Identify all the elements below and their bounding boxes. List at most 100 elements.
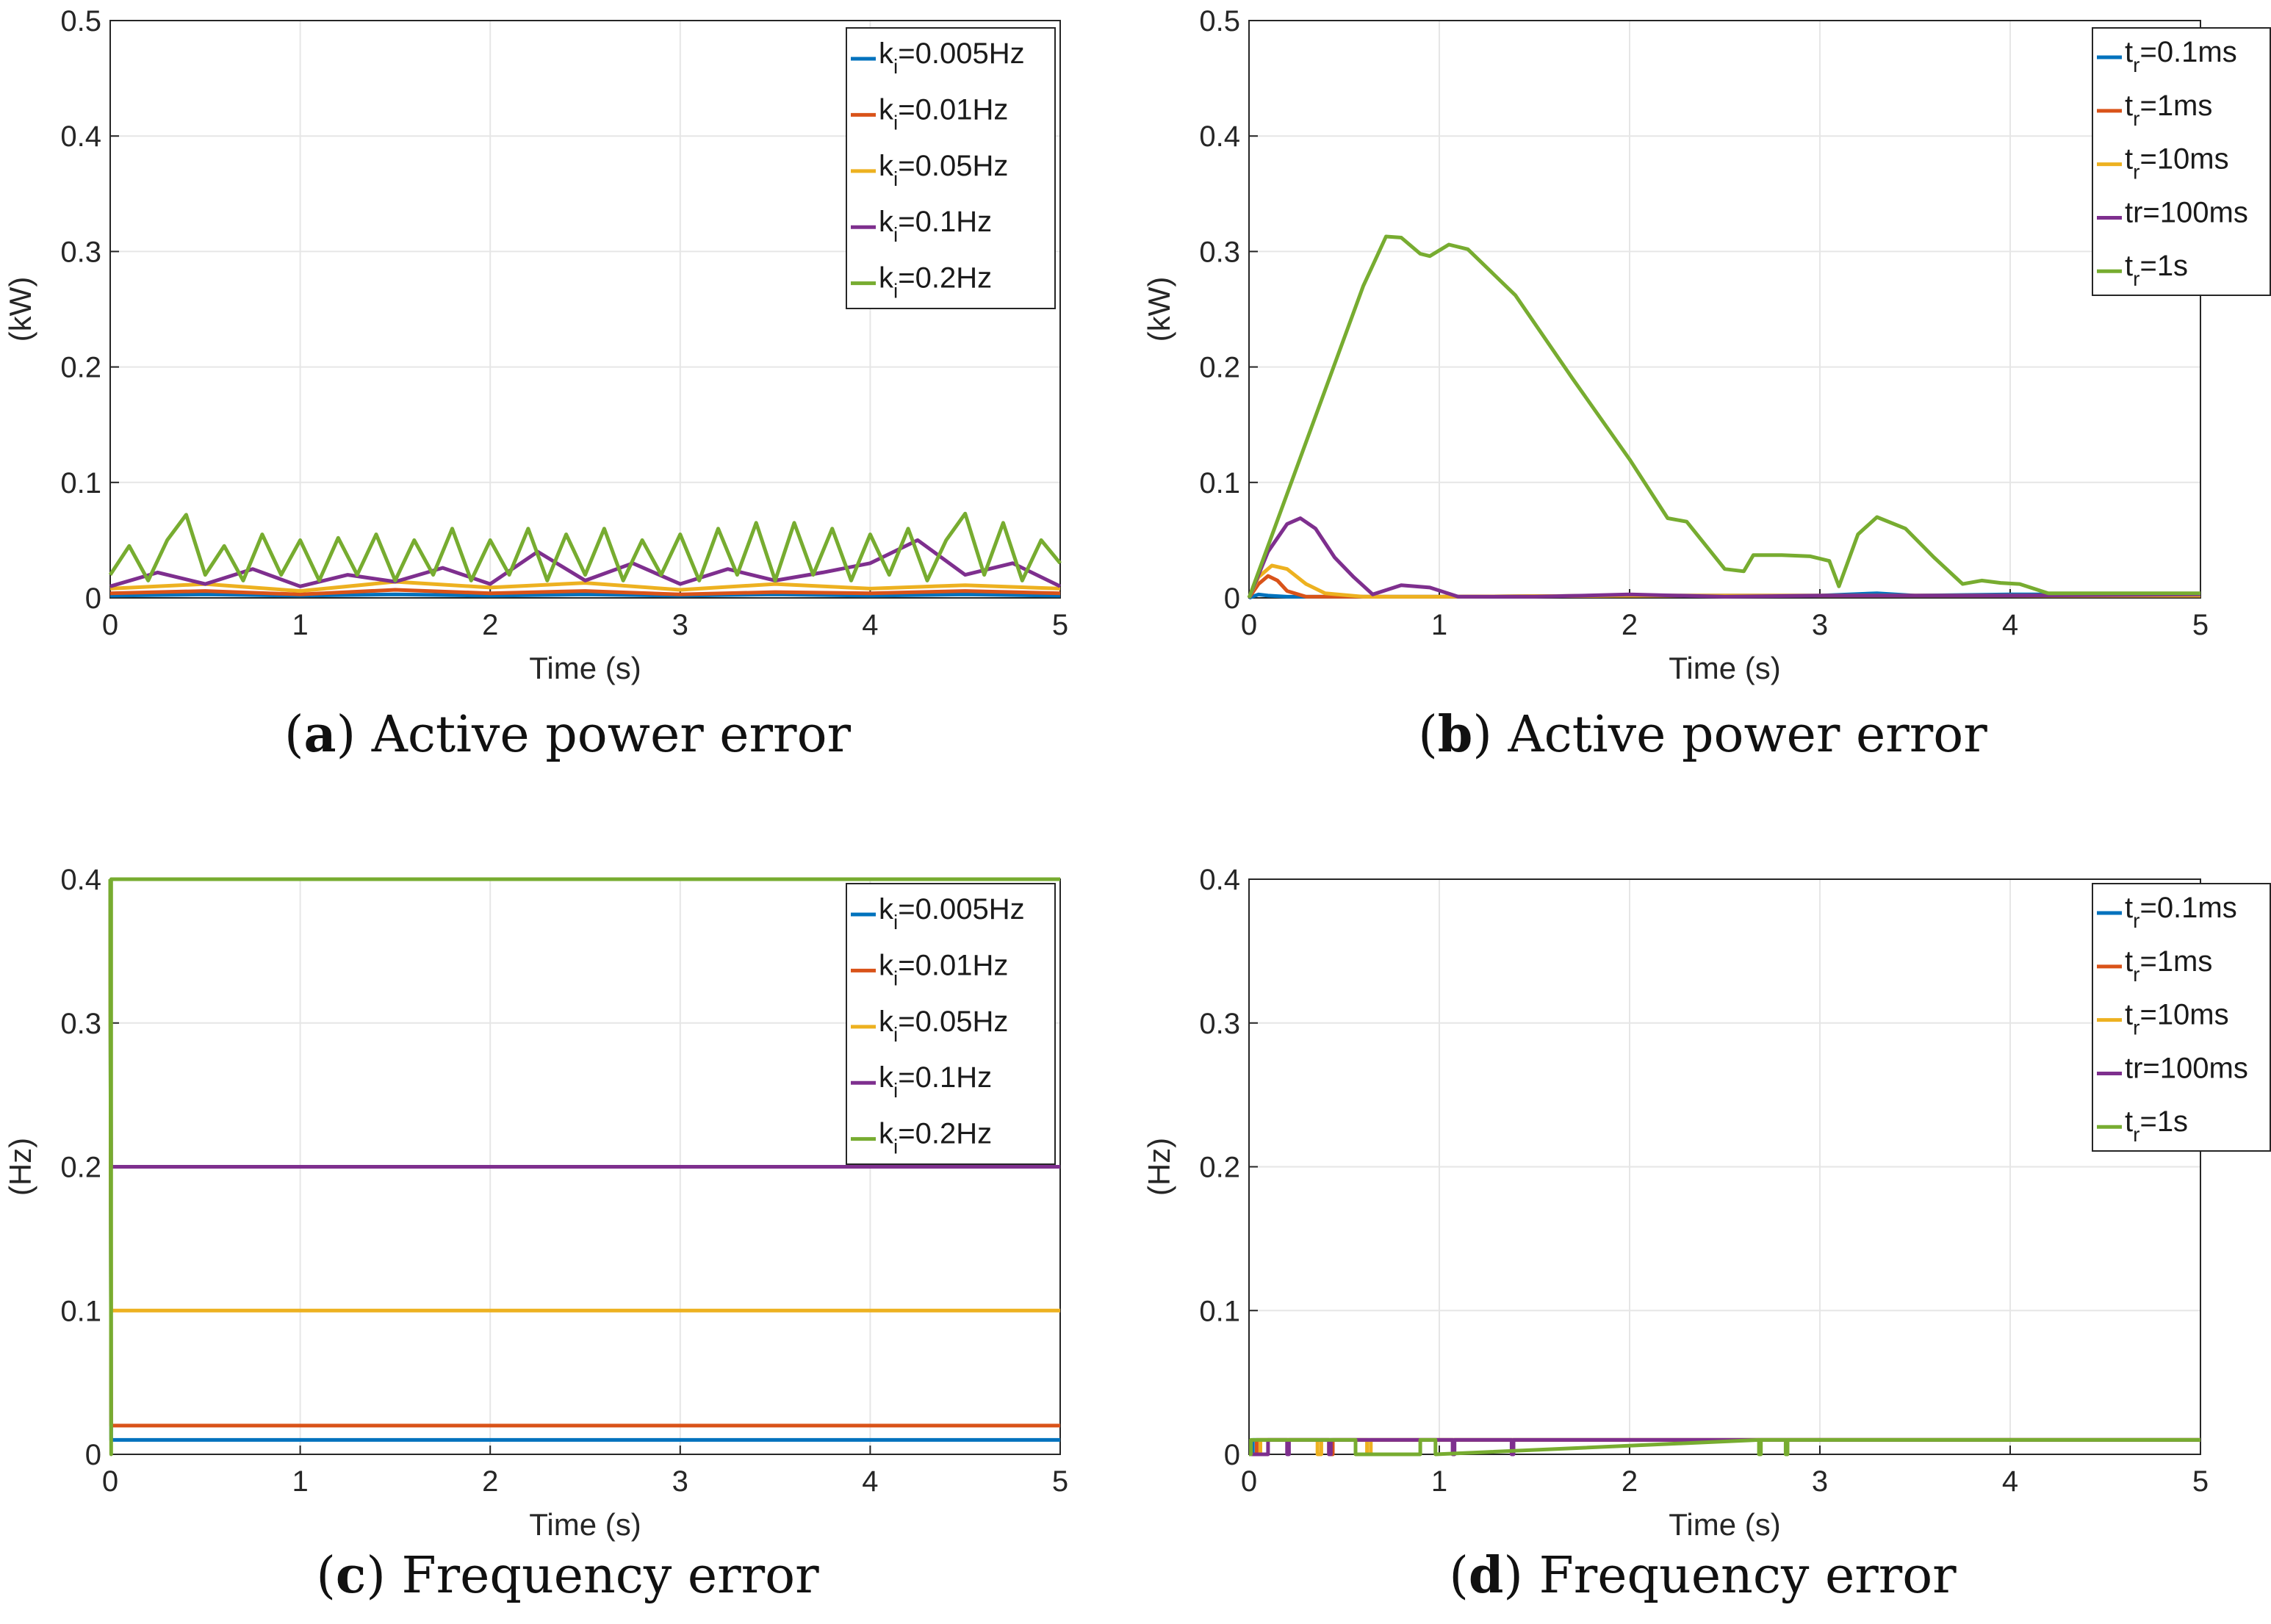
chart-a-x-tick-label: 2 <box>482 609 498 641</box>
chart-c-y-tick-label: 0.2 <box>60 1152 101 1184</box>
chart-b-x-axis-label: Time (s) <box>1669 651 1780 685</box>
chart-d-svg: 0 1 2 3 4 5 0 0.1 0.2 0.3 0.4 Time (s) (Hz) tr=0.1ms t… <box>1142 864 2271 1542</box>
chart-d-legend-entry-1: tr=0.1ms <box>2125 892 2237 932</box>
chart-b-y-tick-label: 0.3 <box>1199 236 1240 268</box>
chart-a-series-line-2 <box>109 588 1061 596</box>
chart-a-x-tick-label: 1 <box>292 609 308 641</box>
chart-a-y-tick-label: 0.1 <box>60 467 101 499</box>
chart-b-axes-box <box>1248 20 2201 599</box>
chart-a-legend-entry-5: ki=0.2Hz <box>879 262 992 303</box>
chart-d-x-axis-label: Time (s) <box>1669 1507 1780 1542</box>
chart-d-y-tick-label: 0 <box>1224 1439 1240 1471</box>
chart-a-y-tick-label: 0.2 <box>60 352 101 384</box>
chart-d-x-tick-label: 4 <box>2002 1465 2018 1498</box>
chart-a-legend-box <box>846 27 1056 309</box>
chart-b-y-tick-label: 0.4 <box>1199 120 1240 153</box>
chart-c-legend-entry-5: ki=0.2Hz <box>879 1118 992 1158</box>
chart-d-legend-entry-5: tr=1s <box>2125 1105 2188 1146</box>
chart-a-legend-entry-4: ki=0.1Hz <box>879 206 992 246</box>
chart-d-x-tick-label: 5 <box>2192 1465 2209 1498</box>
chart-d-y-axis-label: (Hz) <box>1142 1138 1176 1196</box>
chart-b-series-line-4 <box>1247 516 2201 599</box>
chart-b-y-tick-label: 0.5 <box>1199 5 1240 37</box>
caption-a-text: Active power error <box>371 706 852 764</box>
panel-a: 0 1 2 3 4 5 0 0.1 0.2 0.3 0.4 0.5 Time (s) (kW) ki=0.0… <box>0 0 1135 812</box>
chart-d-y-tick-label: 0.2 <box>1199 1152 1240 1184</box>
chart-b-legend-box <box>2092 27 2271 296</box>
chart-a-series-line-1 <box>109 592 1061 598</box>
chart-b-x-tick-label: 5 <box>2192 609 2209 641</box>
chart-c-legend-entry-3: ki=0.05Hz <box>879 1006 1008 1046</box>
caption-c-text: Frequency error <box>401 1547 819 1605</box>
chart-a-legend-entry-1: ki=0.005Hz <box>879 37 1025 78</box>
chart-c-x-tick-label: 5 <box>1052 1465 1068 1498</box>
chart-a-x-tick-label: 0 <box>102 609 118 641</box>
chart-c-y-axis-label: (Hz) <box>3 1138 37 1196</box>
chart-b-x-tick-label: 4 <box>2002 609 2018 641</box>
caption-d-letter: d <box>1468 1546 1504 1605</box>
chart-b-legend-entry-1: tr=0.1ms <box>2125 36 2237 76</box>
chart-c-y-tick-label: 0.1 <box>60 1295 101 1327</box>
chart-b-series-line-5 <box>1247 234 2200 599</box>
chart-a-y-tick-label: 0.4 <box>60 120 101 153</box>
caption-c: (c) Frequency error <box>316 1546 819 1605</box>
chart-c-svg: 0 1 2 3 4 5 0 0.1 0.2 0.3 0.4 Time (s) (Hz) ki=0.005H… <box>3 864 1068 1542</box>
chart-c-series-line-5 <box>108 877 1060 1457</box>
chart-a-y-tick-label: 0 <box>85 582 101 615</box>
caption-b: (b) Active power error <box>1418 705 1987 764</box>
chart-c-x-axis-label: Time (s) <box>529 1507 641 1542</box>
chart-c-y-tick-label: 0.4 <box>60 864 101 896</box>
panel-d: 0 1 2 3 4 5 0 0.1 0.2 0.3 0.4 Time (s) (Hz) tr=0.1ms t… <box>1135 812 2271 1623</box>
chart-d-series-line-5 <box>1249 1437 2200 1457</box>
chart-d-x-tick-label: 1 <box>1431 1465 1447 1498</box>
chart-a-y-tick-label: 0.5 <box>60 5 101 37</box>
chart-a-x-tick-label: 4 <box>862 609 878 641</box>
chart-b-y-tick-label: 0.2 <box>1199 352 1240 384</box>
chart-b-y-axis-label: (kW) <box>1142 277 1176 342</box>
chart-b-x-tick-label: 2 <box>1622 609 1638 641</box>
chart-b-y-tick-label: 0.1 <box>1199 467 1240 499</box>
chart-c-x-tick-label: 0 <box>102 1465 118 1498</box>
chart-d-legend-entry-2: tr=1ms <box>2125 945 2212 986</box>
chart-c-y-tick-label: 0.3 <box>60 1008 101 1040</box>
chart-b-x-tick-label: 3 <box>1812 609 1828 641</box>
chart-a-series-line-3 <box>109 580 1061 593</box>
chart-a-legend-entry-3: ki=0.05Hz <box>879 150 1008 190</box>
chart-d-x-tick-label: 0 <box>1241 1465 1257 1498</box>
chart-b-x-tick-label: 0 <box>1241 609 1257 641</box>
chart-d-x-tick-label: 3 <box>1812 1465 1828 1498</box>
chart-d-y-tick-label: 0.3 <box>1199 1008 1240 1040</box>
chart-a-svg: 0 1 2 3 4 5 0 0.1 0.2 0.3 0.4 0.5 Time (s) (kW) ki=0.0… <box>3 5 1068 685</box>
chart-a-series-line-4 <box>109 538 1062 588</box>
caption-d: (d) Frequency error <box>1449 1546 1957 1605</box>
chart-b-svg: 0 1 2 3 4 5 0 0.1 0.2 0.3 0.4 0.5 Time (s) (kW) tr=0.1… <box>1142 5 2271 685</box>
panel-c: 0 1 2 3 4 5 0 0.1 0.2 0.3 0.4 Time (s) (Hz) ki=0.005H… <box>0 812 1135 1623</box>
chart-a-y-tick-label: 0.3 <box>60 236 101 268</box>
chart-a-x-axis-label: Time (s) <box>529 651 641 685</box>
chart-a-series-line-5 <box>108 511 1062 582</box>
chart-a-axes-box <box>109 20 1061 599</box>
chart-c-legend-box <box>846 883 1056 1165</box>
chart-b-legend-entry-5: tr=1s <box>2125 250 2188 290</box>
chart-a-y-axis-label: (kW) <box>3 277 37 342</box>
chart-b-legend-entry-2: tr=1ms <box>2125 90 2212 130</box>
chart-a-legend-entry-2: ki=0.01Hz <box>879 93 1008 134</box>
caption-d-text: Frequency error <box>1538 1547 1957 1605</box>
chart-d-y-tick-label: 0.4 <box>1199 864 1240 896</box>
chart-c-x-tick-label: 3 <box>672 1465 688 1498</box>
panel-b: 0 1 2 3 4 5 0 0.1 0.2 0.3 0.4 0.5 Time (s) (kW) tr=0.1… <box>1135 0 2271 812</box>
chart-a-x-tick-label: 3 <box>672 609 688 641</box>
chart-c-legend-entry-1: ki=0.005Hz <box>879 893 1025 934</box>
caption-a: (a) Active power error <box>284 705 852 764</box>
caption-a-letter: a <box>303 705 336 764</box>
chart-c-x-tick-label: 1 <box>292 1465 308 1498</box>
caption-b-text: Active power error <box>1508 706 1987 764</box>
chart-d-y-tick-label: 0.1 <box>1199 1295 1240 1327</box>
chart-c-legend-entry-2: ki=0.01Hz <box>879 949 1008 989</box>
chart-c-legend-entry-4: ki=0.1Hz <box>879 1061 992 1102</box>
chart-d-legend-entry-4: tr=100ms <box>2125 1052 2248 1084</box>
chart-b-legend-entry-4: tr=100ms <box>2125 196 2248 228</box>
chart-b-y-tick-label: 0 <box>1224 582 1240 615</box>
chart-c-x-tick-label: 4 <box>862 1465 878 1498</box>
chart-a-x-tick-label: 5 <box>1052 609 1068 641</box>
